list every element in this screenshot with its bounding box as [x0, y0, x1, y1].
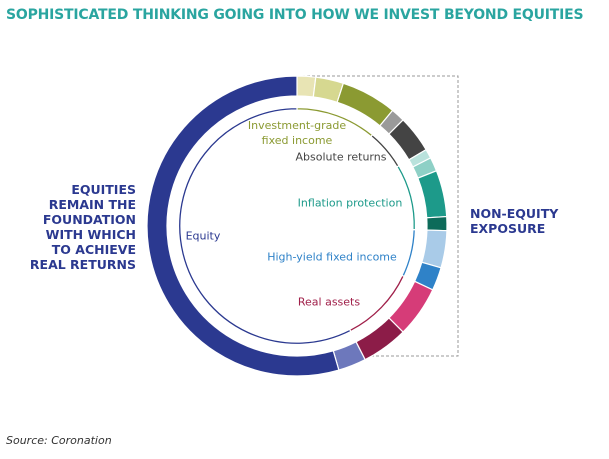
group-label: High-yield fixed income — [267, 250, 397, 264]
left-label: EQUITIES — [71, 182, 136, 197]
segment — [146, 75, 340, 377]
group-label: Real assets — [297, 295, 361, 309]
group-label: Equity — [185, 229, 221, 243]
left-label: FOUNDATION — [42, 212, 136, 227]
left-label: WITH WHICH — [45, 227, 136, 242]
left-label: REAL RETURNS — [29, 257, 136, 272]
group-label: Inflation protection — [297, 196, 403, 210]
right-label: NON-EQUITY — [470, 206, 559, 221]
segment — [417, 170, 448, 219]
source: Source: Coronation — [6, 434, 112, 447]
right-label: EXPOSURE — [470, 221, 546, 236]
segment — [421, 229, 448, 269]
segment — [426, 215, 448, 232]
group-label: Absolute returns — [295, 150, 387, 164]
left-label: TO ACHIEVE — [51, 242, 136, 257]
group-arc — [177, 106, 352, 346]
segment — [296, 75, 317, 98]
left-label: REMAIN THE — [48, 197, 136, 212]
bracket — [297, 75, 459, 357]
chart-title: SOPHISTICATED THINKING GOING INTO HOW WE… — [6, 7, 584, 23]
group-label: Investment-grade fixed income — [247, 119, 347, 147]
